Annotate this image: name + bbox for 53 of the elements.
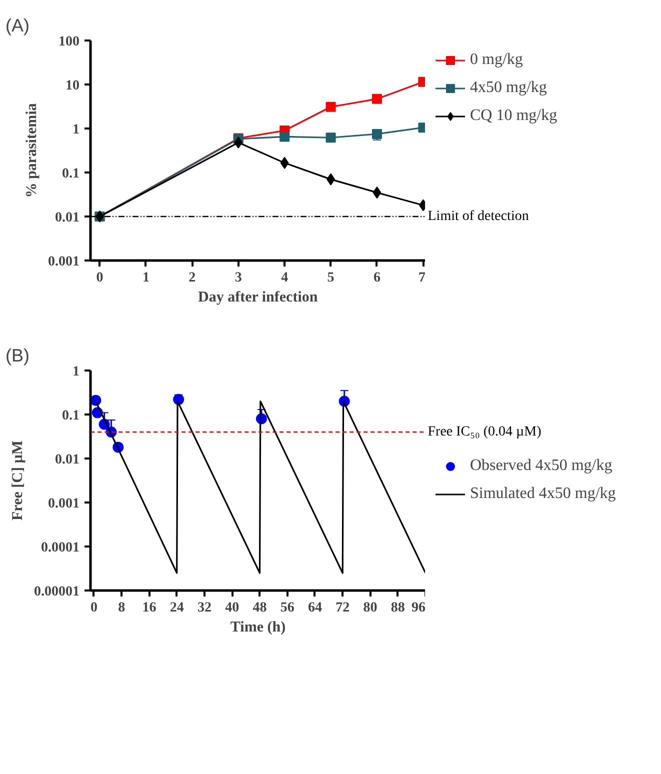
ref-line-label: Limit of detection	[428, 209, 529, 224]
x-tick-label: 32	[197, 600, 212, 616]
chart-title: (A)	[6, 16, 30, 36]
x-tick-label: 64	[308, 600, 322, 616]
y-tick-label: 100	[58, 34, 80, 50]
point	[280, 132, 290, 142]
x-tick-label: 5	[327, 270, 334, 286]
y-axis-title: % parasitemia	[24, 102, 40, 198]
legend-label: 0 mg/kg	[470, 51, 523, 69]
point	[280, 156, 289, 169]
legend-label: CQ 10 mg/kg	[470, 107, 558, 125]
point	[326, 102, 336, 112]
x-tick-label: 40	[225, 600, 240, 616]
ref-line-label: Free IC₅₀ (0.04 µM)	[428, 424, 542, 440]
point	[326, 132, 336, 143]
x-tick-label: 3	[234, 270, 242, 286]
legend-label: 4x50 mg/kg	[470, 79, 547, 97]
x-tick-label: 48	[252, 600, 267, 616]
y-tick-label: 0.001	[48, 496, 80, 512]
point	[372, 186, 382, 199]
x-tick-label: 8	[118, 600, 126, 616]
y-tick-label: 0.01	[55, 452, 80, 468]
legend-label: Observed 4x50 mg/kg	[470, 457, 612, 475]
y-tick-label: 0.001	[48, 254, 80, 270]
x-axis-title: Day after infection	[198, 290, 318, 306]
x-tick-label: 0	[96, 270, 104, 286]
x-tick-label: 80	[363, 600, 378, 616]
y-tick-label: 1	[72, 122, 80, 138]
x-tick-label: 56	[280, 600, 294, 616]
x-axis-title: Time (h)	[230, 620, 286, 636]
y-tick-label: 0.0001	[41, 540, 80, 556]
legend-label: Simulated 4x50 mg/kg	[470, 485, 616, 503]
y-tick-label: 0.01	[55, 210, 80, 226]
x-tick-label: 2	[188, 270, 196, 286]
point	[234, 136, 243, 149]
y-tick-label: 1	[72, 364, 80, 380]
y-tick-label: 0.00001	[34, 584, 80, 600]
chart-title: (B)	[6, 346, 30, 366]
y-tick-label: 0.1	[62, 166, 80, 182]
x-tick-label: 24	[170, 600, 184, 616]
x-tick-label: 72	[336, 600, 350, 616]
x-tick-label: 88	[390, 600, 405, 616]
x-tick-label: 6	[373, 270, 380, 286]
x-tick-label: 96	[412, 600, 426, 616]
y-tick-label: 10	[66, 78, 80, 94]
x-tick-label: 4	[281, 270, 288, 286]
x-tick-label: 16	[142, 600, 156, 616]
x-tick-label: 1	[142, 270, 150, 286]
x-tick-label: 0	[90, 600, 98, 616]
y-tick-label: 0.1	[62, 408, 80, 424]
y-axis-title: Free [C] µM	[10, 440, 26, 520]
point	[372, 94, 382, 104]
x-tick-label: 7	[418, 270, 426, 286]
